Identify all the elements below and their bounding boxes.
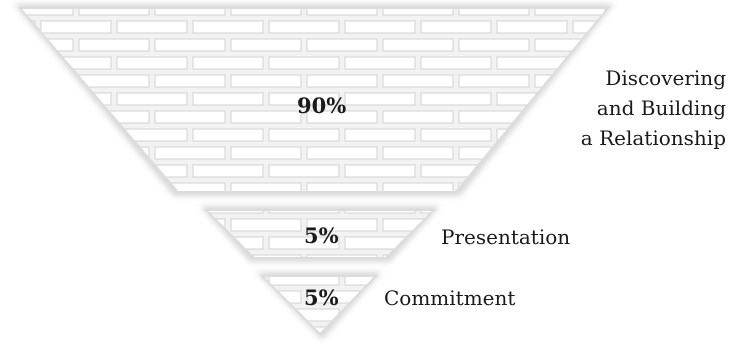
tier-top-label-line-2: and Building xyxy=(596,96,726,120)
tier-top-percent: 90% xyxy=(297,93,347,118)
tier-middle-label: Presentation xyxy=(441,225,571,249)
funnel-tier-middle xyxy=(203,209,437,259)
tier-bottom-percent: 5% xyxy=(304,285,339,310)
funnel-tier-top xyxy=(17,7,611,193)
tier-middle-percent: 5% xyxy=(304,223,339,248)
tier-top-label-line-3: a Relationship xyxy=(580,126,726,150)
tier-bottom-label: Commitment xyxy=(384,286,516,310)
tier-top-label: Discovering and Building a Relationship xyxy=(581,63,726,153)
funnel-tier-bottom xyxy=(259,275,379,336)
tier-top-label-line-1: Discovering xyxy=(605,66,726,90)
